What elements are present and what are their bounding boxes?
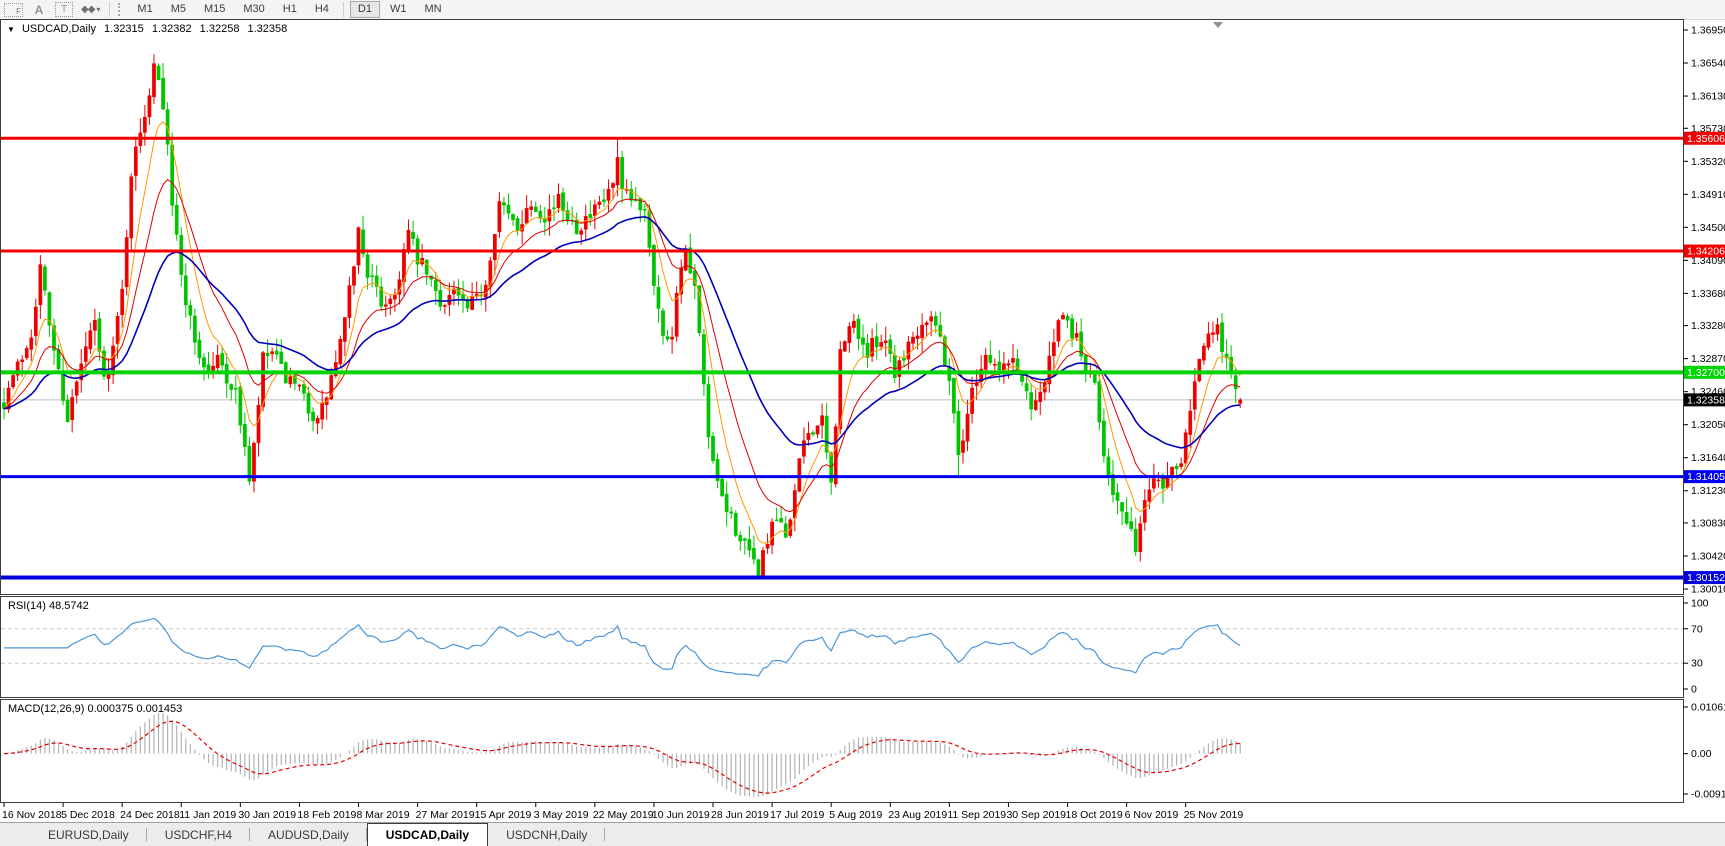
svg-text:11 Jan 2019: 11 Jan 2019 <box>179 809 236 821</box>
timeframe-m1-button[interactable]: M1 <box>137 3 153 15</box>
svg-text:16 Nov 2018: 16 Nov 2018 <box>2 809 62 821</box>
timeframe-m30-button[interactable]: M30 <box>243 3 265 15</box>
svg-text:1.30152: 1.30152 <box>1687 572 1725 584</box>
timeframe-d1-button[interactable]: D1 <box>349 1 380 18</box>
symbol-name: USDCAD,Daily <box>21 23 96 35</box>
open-value: 1.32315 <box>104 23 144 35</box>
svg-text:0.010615: 0.010615 <box>1691 702 1725 714</box>
chart-area: 1.36950 1.36540 1.36130 1.35730 1.35320 1.349… <box>0 19 1725 822</box>
svg-text:70: 70 <box>1691 623 1703 635</box>
svg-text:23 Aug 2019: 23 Aug 2019 <box>888 809 947 821</box>
rsi-indicator-label: RSI(14) 48.5742 <box>8 600 89 612</box>
timeframe-w1-button[interactable]: W1 <box>389 3 407 15</box>
chart-canvas[interactable]: 1.36950 1.36540 1.36130 1.35730 1.35320 1.349… <box>0 19 1725 822</box>
svg-text:28 Jun 2019: 28 Jun 2019 <box>711 809 769 821</box>
timeframe-m15-button[interactable]: M15 <box>203 3 226 15</box>
svg-text:8 Mar 2019: 8 Mar 2019 <box>357 809 410 821</box>
symbol-tabbar: EURUSD,Daily USDCHF,H4 AUDUSD,Daily USDC… <box>0 822 1725 846</box>
svg-text:17 Jul 2019: 17 Jul 2019 <box>770 809 824 821</box>
svg-text:1.31230: 1.31230 <box>1691 485 1725 497</box>
svg-text:1.31640: 1.31640 <box>1691 452 1725 464</box>
svg-text:1.30010: 1.30010 <box>1691 584 1725 596</box>
toolbar-separator <box>109 2 111 17</box>
svg-text:3 May 2019: 3 May 2019 <box>534 809 589 821</box>
svg-text:100: 100 <box>1691 598 1709 610</box>
svg-text:18 Oct 2019: 18 Oct 2019 <box>1066 809 1123 821</box>
svg-text:30: 30 <box>1691 658 1703 670</box>
svg-text:22 May 2019: 22 May 2019 <box>593 809 654 821</box>
svg-text:1.34090: 1.34090 <box>1691 255 1725 267</box>
svg-text:-0.00918: -0.00918 <box>1691 789 1725 801</box>
svg-text:25 Nov 2019: 25 Nov 2019 <box>1184 809 1244 821</box>
svg-text:18 Feb 2019: 18 Feb 2019 <box>297 809 356 821</box>
toolbar-grip[interactable] <box>118 3 123 16</box>
svg-text:1.33280: 1.33280 <box>1691 320 1725 332</box>
svg-text:1.36540: 1.36540 <box>1691 58 1725 70</box>
svg-text:1.34910: 1.34910 <box>1691 189 1725 201</box>
svg-text:1.36130: 1.36130 <box>1691 91 1725 103</box>
svg-text:1.35606: 1.35606 <box>1687 133 1725 145</box>
svg-text:0.00: 0.00 <box>1691 748 1712 760</box>
svg-text:1.30830: 1.30830 <box>1691 517 1725 529</box>
tab-usdcnh-daily[interactable]: USDCNH,Daily <box>488 823 606 846</box>
text-label-icon[interactable]: A <box>34 2 44 17</box>
svg-text:1.34206: 1.34206 <box>1687 246 1725 258</box>
macd-indicator-label: MACD(12,26,9) 0.000375 0.001453 <box>8 703 183 715</box>
chevron-down-icon: ▾ <box>96 5 101 14</box>
timeframe-h4-button[interactable]: H4 <box>314 3 329 15</box>
svg-text:1.33680: 1.33680 <box>1691 288 1725 300</box>
svg-text:24 Dec 2018: 24 Dec 2018 <box>120 809 180 821</box>
timeframe-m5-button[interactable]: M5 <box>170 3 186 15</box>
svg-text:1.31405: 1.31405 <box>1687 471 1725 483</box>
tab-audusd-daily[interactable]: AUDUSD,Daily <box>250 823 367 846</box>
low-value: 1.32258 <box>199 23 240 35</box>
high-value: 1.32382 <box>151 23 192 35</box>
shapes-dropdown-icon[interactable]: ◆◆ ▾ <box>81 2 100 17</box>
svg-text:1.30420: 1.30420 <box>1691 550 1725 562</box>
svg-text:1.35320: 1.35320 <box>1691 156 1725 168</box>
tab-usdcad-daily[interactable]: USDCAD,Daily <box>366 823 489 846</box>
close-value: 1.32358 <box>247 23 288 35</box>
svg-text:1.36950: 1.36950 <box>1691 25 1725 37</box>
tab-eurusd-daily[interactable]: EURUSD,Daily <box>30 823 147 846</box>
symbol-ohlc-header: ▼ USDCAD,Daily 1.32315 1.32382 1.32258 1… <box>7 23 292 35</box>
svg-text:5 Aug 2019: 5 Aug 2019 <box>829 809 882 821</box>
svg-text:30 Jan 2019: 30 Jan 2019 <box>238 809 296 821</box>
svg-text:6 Nov 2019: 6 Nov 2019 <box>1125 809 1179 821</box>
svg-text:30 Sep 2019: 30 Sep 2019 <box>1006 809 1066 821</box>
tab-usdchf-h4[interactable]: USDCHF,H4 <box>147 823 251 846</box>
timeframe-h1-button[interactable]: H1 <box>282 3 297 15</box>
svg-text:1.32870: 1.32870 <box>1691 353 1725 365</box>
toolbar: F A T ◆◆ ▾ M1 M5 M15 M30 H1 H4 D1 W1 MN <box>0 0 1725 20</box>
text-box-icon[interactable]: T <box>55 2 73 17</box>
svg-text:10 Jun 2019: 10 Jun 2019 <box>652 809 710 821</box>
svg-text:1.32358: 1.32358 <box>1687 394 1725 406</box>
svg-text:1.32050: 1.32050 <box>1691 419 1725 431</box>
svg-text:1.35730: 1.35730 <box>1691 123 1725 135</box>
svg-text:0: 0 <box>1691 684 1697 696</box>
svg-text:27 Mar 2019: 27 Mar 2019 <box>416 809 475 821</box>
svg-text:11 Sep 2019: 11 Sep 2019 <box>947 809 1006 821</box>
svg-text:1.34500: 1.34500 <box>1691 222 1725 234</box>
svg-text:1.32700: 1.32700 <box>1687 367 1725 379</box>
svg-text:5 Dec 2018: 5 Dec 2018 <box>61 809 115 821</box>
collapse-triangle-icon[interactable]: ▼ <box>7 25 15 34</box>
diamond-shapes-icon: ◆◆ <box>81 4 95 15</box>
toolbar-separator <box>342 2 344 17</box>
snap-grid-icon[interactable]: F <box>4 2 23 17</box>
timeframe-mn-button[interactable]: MN <box>424 3 442 15</box>
svg-text:15 Apr 2019: 15 Apr 2019 <box>475 809 532 821</box>
